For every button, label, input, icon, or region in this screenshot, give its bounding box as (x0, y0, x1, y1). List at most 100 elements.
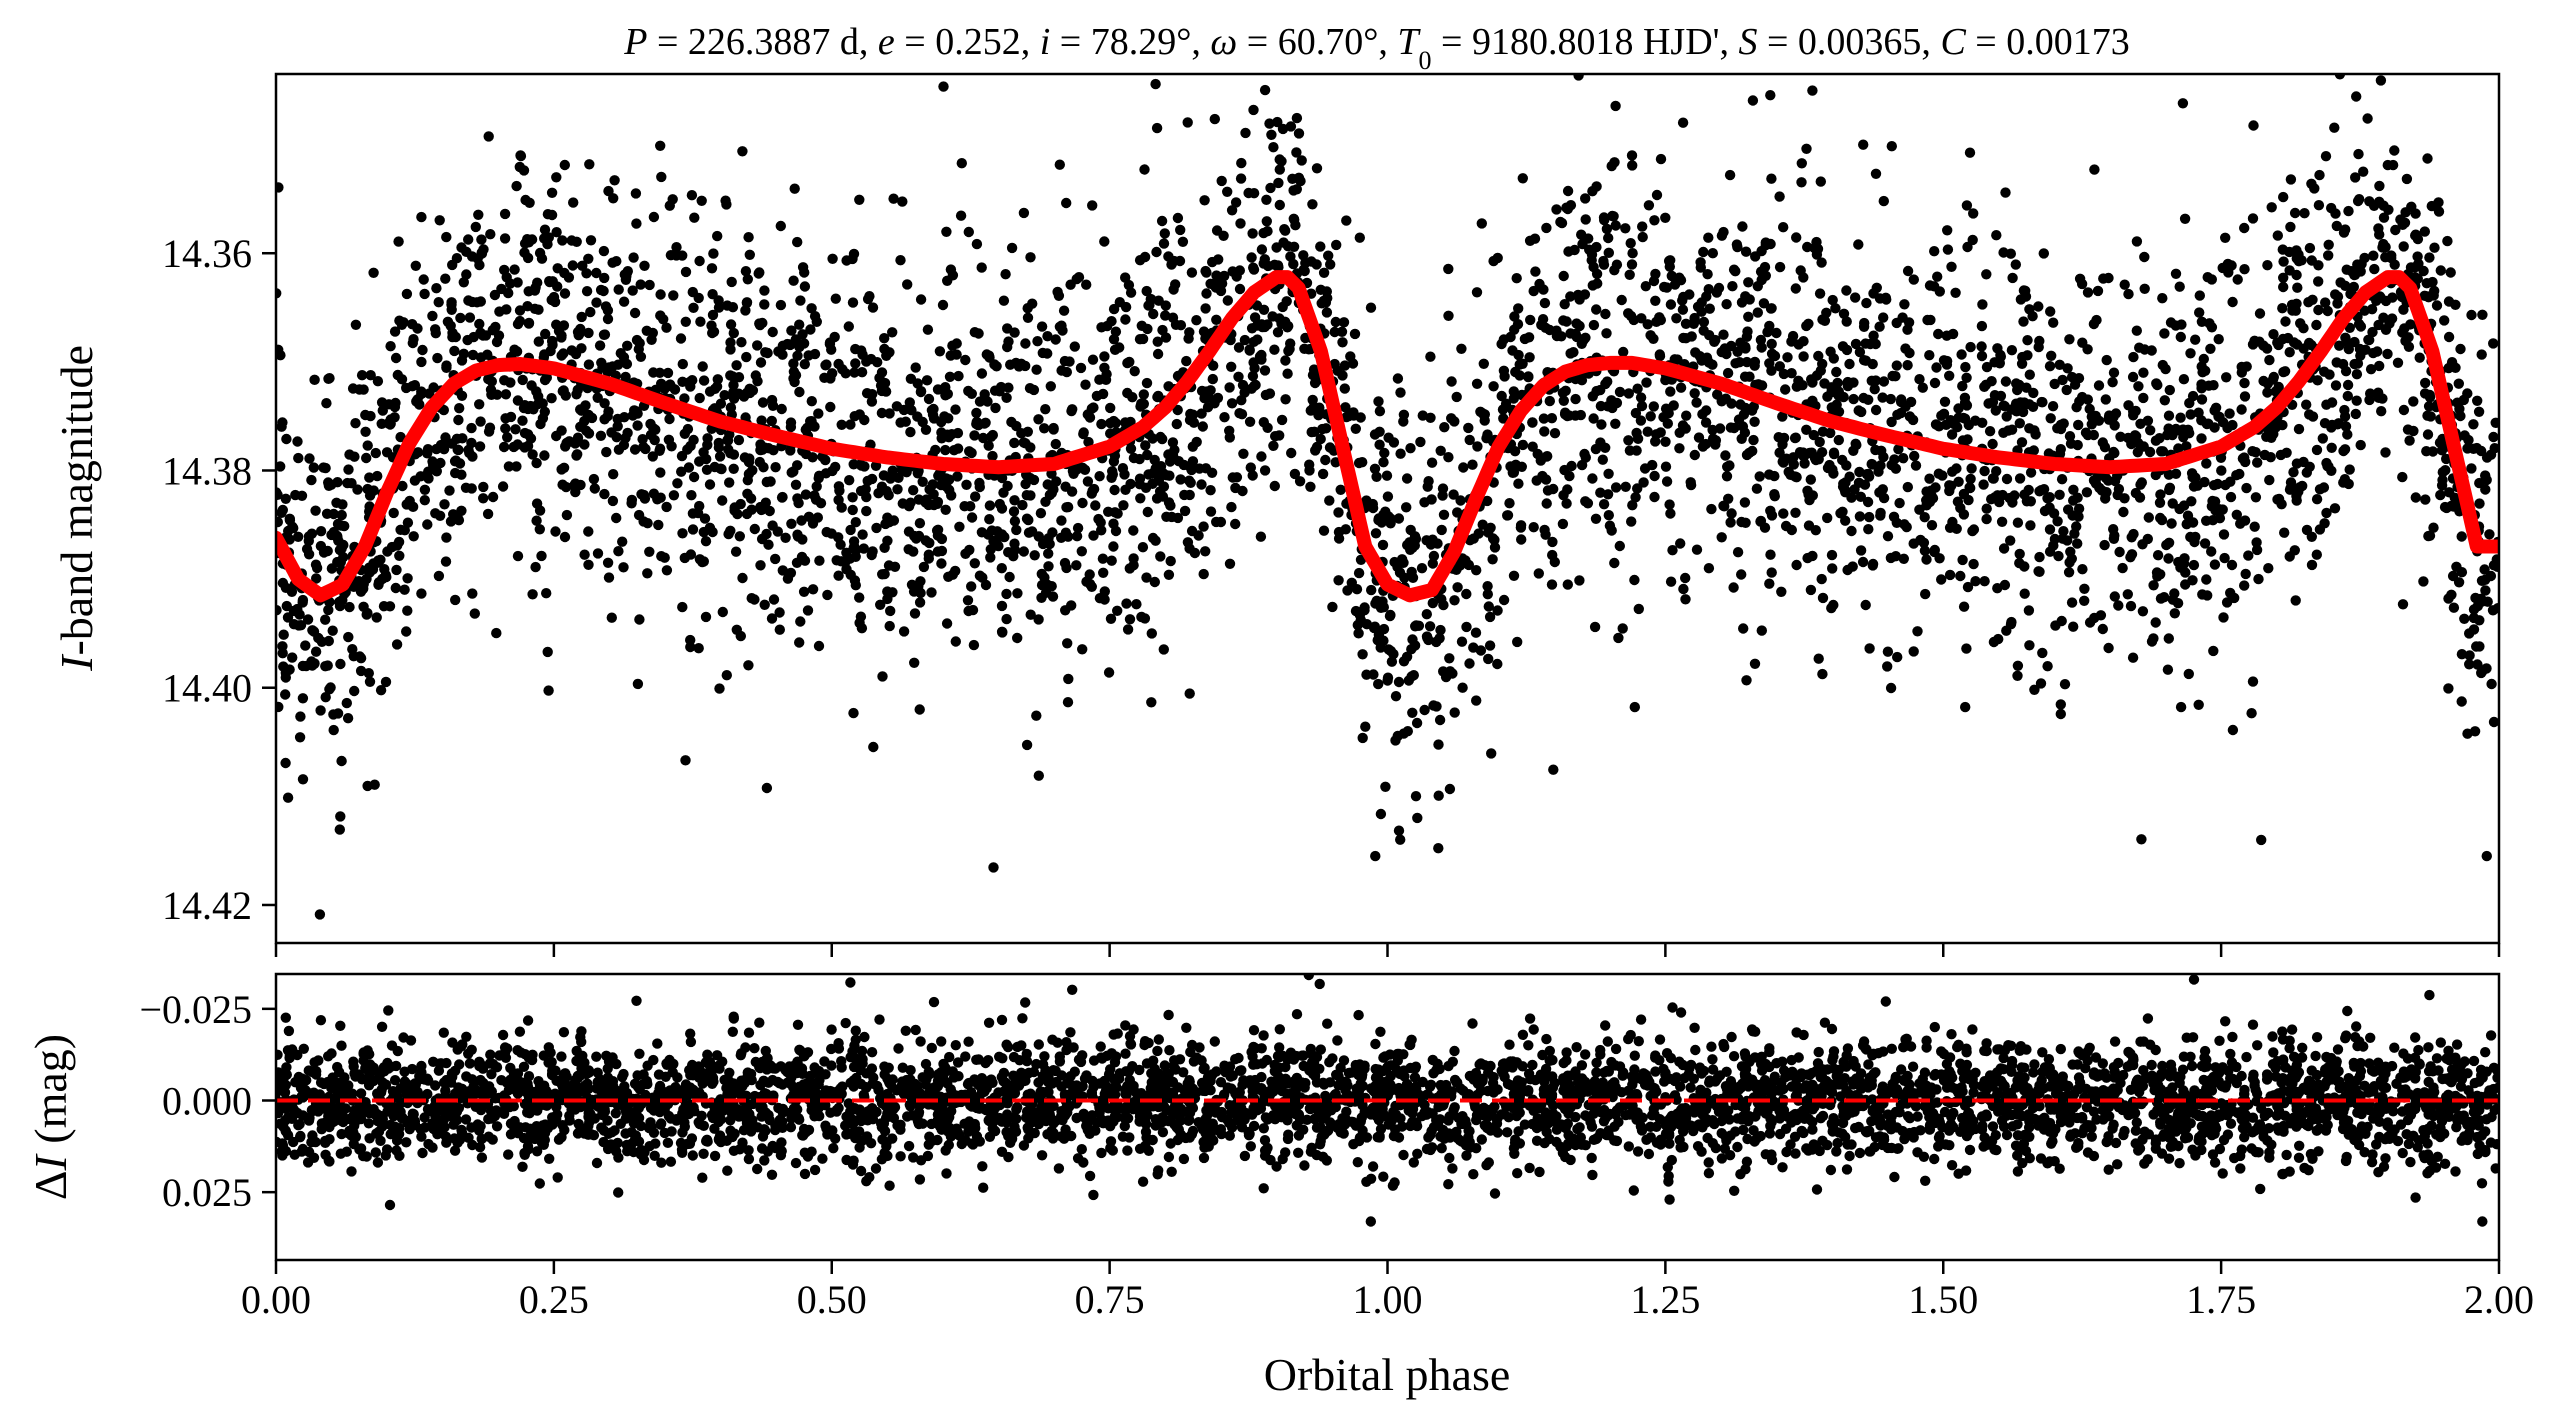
data-point (722, 434, 733, 446)
data-point (1261, 194, 1272, 205)
residual-point (517, 1161, 528, 1173)
data-point (1235, 173, 1247, 184)
data-point (1248, 264, 1260, 275)
data-point (502, 432, 513, 443)
data-point (952, 443, 964, 454)
data-point (1139, 613, 1151, 624)
data-point (654, 443, 666, 454)
data-point (2236, 404, 2247, 415)
data-point (1525, 314, 1536, 326)
data-point (659, 552, 670, 563)
data-point (430, 324, 441, 335)
data-point (2387, 292, 2398, 303)
data-point (2017, 351, 2028, 363)
data-point (1886, 459, 1897, 471)
data-point (2435, 489, 2446, 501)
data-point (1665, 299, 1677, 310)
data-point (1339, 383, 1351, 394)
data-point (1649, 215, 1660, 226)
data-point (1952, 422, 1963, 433)
data-point (1455, 495, 1466, 506)
data-point (1352, 619, 1364, 631)
data-point (2165, 317, 2177, 328)
data-point (613, 359, 624, 370)
data-point (2181, 519, 2192, 530)
data-point (608, 193, 619, 204)
data-point (688, 471, 700, 483)
residual-point (1880, 996, 1892, 1007)
data-point (1226, 205, 1238, 216)
data-point (1610, 418, 1621, 429)
data-point (725, 525, 736, 536)
data-point (941, 618, 953, 629)
data-point (583, 559, 594, 570)
data-point (328, 508, 339, 520)
data-point (308, 462, 319, 473)
data-point (390, 397, 401, 409)
data-point (1907, 414, 1919, 426)
data-point (1141, 377, 1153, 389)
data-point (2220, 232, 2231, 243)
data-point (909, 608, 921, 619)
data-point (458, 348, 469, 359)
data-point (2225, 491, 2237, 503)
data-point (1395, 448, 1406, 459)
data-point (1774, 447, 1785, 458)
data-point (1086, 403, 1098, 414)
data-point (1277, 123, 1289, 135)
data-point (1677, 117, 1689, 128)
data-point (2334, 74, 2346, 80)
data-point (1704, 303, 1716, 314)
data-point (2464, 659, 2475, 670)
data-point (560, 481, 572, 493)
data-point (849, 411, 860, 422)
data-point (971, 238, 983, 250)
data-point (922, 324, 934, 335)
data-point (680, 266, 692, 278)
data-point (1885, 682, 1897, 694)
data-point (2311, 549, 2322, 560)
data-point (294, 732, 306, 743)
data-point (349, 451, 360, 462)
data-point (1294, 476, 1306, 487)
data-point (792, 531, 804, 542)
data-point (2142, 533, 2153, 545)
data-point (730, 546, 742, 557)
data-point (1648, 401, 1660, 412)
data-point (2397, 219, 2408, 230)
data-point (365, 410, 376, 422)
data-point (1179, 505, 1191, 517)
data-point (1625, 238, 1636, 249)
data-point (1637, 221, 1648, 232)
data-point (2157, 293, 2168, 304)
data-point (512, 277, 523, 288)
data-point (1842, 377, 1853, 389)
data-point (2024, 304, 2035, 315)
data-point (575, 323, 586, 335)
data-point (1929, 377, 1941, 389)
data-point (2448, 602, 2460, 613)
data-point (360, 426, 371, 437)
data-point (2181, 441, 2192, 452)
data-point (1122, 624, 1134, 635)
data-point (1099, 586, 1111, 597)
data-point (611, 432, 622, 443)
data-point (2318, 482, 2330, 493)
data-point (1231, 472, 1243, 483)
data-point (2350, 408, 2361, 420)
data-point (1838, 308, 1850, 319)
data-point (1930, 419, 1942, 430)
data-point (1151, 493, 1163, 504)
data-point (410, 260, 421, 271)
data-point (1226, 361, 1237, 372)
data-point (921, 375, 933, 386)
data-point (950, 565, 961, 577)
data-point (848, 248, 860, 260)
data-point (1864, 511, 1875, 523)
data-point (2247, 676, 2259, 687)
data-point (1437, 490, 1448, 501)
data-point (328, 724, 339, 736)
data-point (302, 614, 314, 625)
data-point (1259, 254, 1271, 265)
data-point (1960, 361, 1971, 373)
